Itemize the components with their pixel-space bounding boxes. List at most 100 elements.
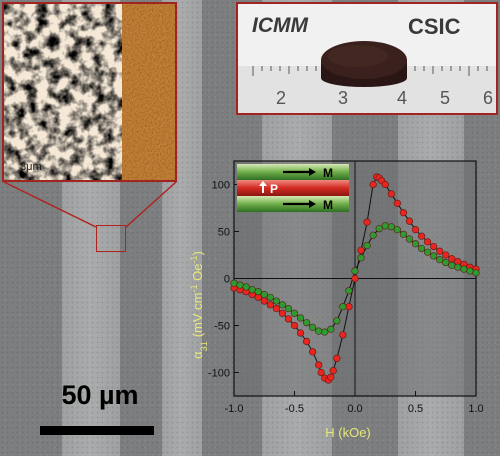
y-axis-exponent: -1 bbox=[189, 285, 199, 293]
legend-label-m: M bbox=[323, 198, 333, 212]
data-point bbox=[339, 331, 347, 339]
data-point bbox=[333, 317, 341, 325]
data-point bbox=[260, 297, 268, 305]
data-point bbox=[381, 180, 389, 189]
data-point bbox=[290, 321, 299, 330]
data-point bbox=[387, 190, 395, 198]
data-point bbox=[417, 244, 426, 253]
data-point bbox=[411, 226, 420, 234]
data-point bbox=[448, 261, 456, 269]
data-point bbox=[363, 242, 371, 250]
data-point bbox=[236, 281, 244, 289]
icmm-logo-text: ICMM bbox=[252, 14, 308, 37]
data-point bbox=[272, 297, 280, 305]
x-tick-label: -0.5 bbox=[285, 403, 304, 415]
data-point bbox=[430, 252, 438, 260]
x-tick-label: 1.0 bbox=[468, 403, 483, 415]
data-point bbox=[315, 327, 323, 335]
data-point bbox=[303, 337, 311, 346]
ruler-number: 2 bbox=[276, 88, 286, 108]
legend-arrowhead bbox=[309, 168, 316, 176]
legend-label-p: P bbox=[270, 182, 278, 196]
ruler-number: 5 bbox=[440, 88, 450, 108]
afm-inset: 3μm bbox=[2, 2, 177, 182]
data-point bbox=[424, 238, 432, 246]
data-point bbox=[424, 248, 432, 256]
x-tick-label: -1.0 bbox=[225, 403, 244, 415]
data-point bbox=[381, 222, 389, 230]
data-point bbox=[387, 223, 395, 231]
scale-bar bbox=[40, 426, 154, 435]
data-point bbox=[442, 251, 450, 259]
y-axis-subscript: 31 bbox=[199, 341, 209, 351]
data-point bbox=[393, 199, 401, 207]
afm-image: 3μm bbox=[4, 4, 175, 180]
data-point bbox=[436, 256, 444, 264]
data-point bbox=[442, 258, 450, 267]
data-point bbox=[272, 304, 280, 313]
data-point bbox=[405, 235, 414, 243]
data-point bbox=[399, 230, 408, 238]
data-point bbox=[329, 367, 337, 375]
data-point bbox=[363, 218, 371, 226]
legend-arrowhead-p bbox=[259, 181, 267, 186]
data-point bbox=[345, 303, 353, 311]
data-point bbox=[399, 209, 408, 217]
x-tick-label: 0.5 bbox=[408, 403, 423, 415]
data-point bbox=[230, 279, 238, 287]
y-tick-label: 100 bbox=[212, 180, 230, 192]
y-axis-symbol: α bbox=[190, 351, 205, 359]
data-point bbox=[345, 287, 353, 295]
data-point bbox=[393, 226, 401, 234]
ruler-number: 6 bbox=[483, 88, 493, 108]
data-point bbox=[317, 368, 325, 377]
data-point bbox=[375, 225, 383, 233]
data-point bbox=[369, 231, 377, 239]
photo-image: 2 3 4 5 6 bbox=[238, 4, 496, 113]
ruler-number: 3 bbox=[338, 88, 348, 108]
data-point bbox=[454, 263, 462, 271]
data-point bbox=[260, 290, 268, 299]
zoom-region-box bbox=[96, 225, 126, 252]
data-point bbox=[357, 254, 365, 262]
y-tick-label: -100 bbox=[208, 368, 230, 380]
data-point bbox=[266, 293, 274, 301]
data-point bbox=[339, 303, 347, 311]
data-point bbox=[290, 309, 299, 317]
photo-inset: 2 3 4 5 6 ICMM CSIC bbox=[236, 2, 498, 115]
legend-arrowhead bbox=[309, 200, 316, 208]
data-point bbox=[411, 240, 420, 248]
data-point bbox=[242, 283, 250, 291]
data-point bbox=[309, 323, 317, 331]
pellet-highlight bbox=[328, 45, 388, 67]
data-point bbox=[466, 267, 474, 275]
data-point bbox=[460, 265, 468, 273]
data-point bbox=[436, 247, 444, 255]
y-axis-exponent: -1 bbox=[189, 256, 199, 264]
data-point bbox=[448, 255, 456, 263]
data-point bbox=[327, 373, 335, 381]
data-point bbox=[284, 304, 293, 313]
data-point bbox=[357, 246, 365, 254]
y-tick-label: -50 bbox=[214, 321, 230, 333]
data-point bbox=[248, 286, 256, 294]
data-point bbox=[327, 325, 335, 333]
data-point bbox=[296, 314, 305, 322]
y-tick-label: 0 bbox=[224, 274, 230, 286]
data-point bbox=[351, 267, 359, 275]
data-point bbox=[266, 301, 274, 309]
data-point bbox=[351, 274, 359, 283]
data-point bbox=[284, 315, 293, 323]
data-point bbox=[309, 348, 317, 356]
x-tick-label: 0.0 bbox=[347, 403, 362, 415]
afm-scale-text: 3μm bbox=[20, 161, 42, 173]
data-point bbox=[303, 319, 311, 327]
data-point bbox=[254, 288, 262, 296]
ruler-number: 4 bbox=[397, 88, 407, 108]
data-point bbox=[417, 232, 426, 240]
scale-bar-label: 50 µm bbox=[61, 380, 139, 410]
data-point bbox=[321, 328, 329, 336]
